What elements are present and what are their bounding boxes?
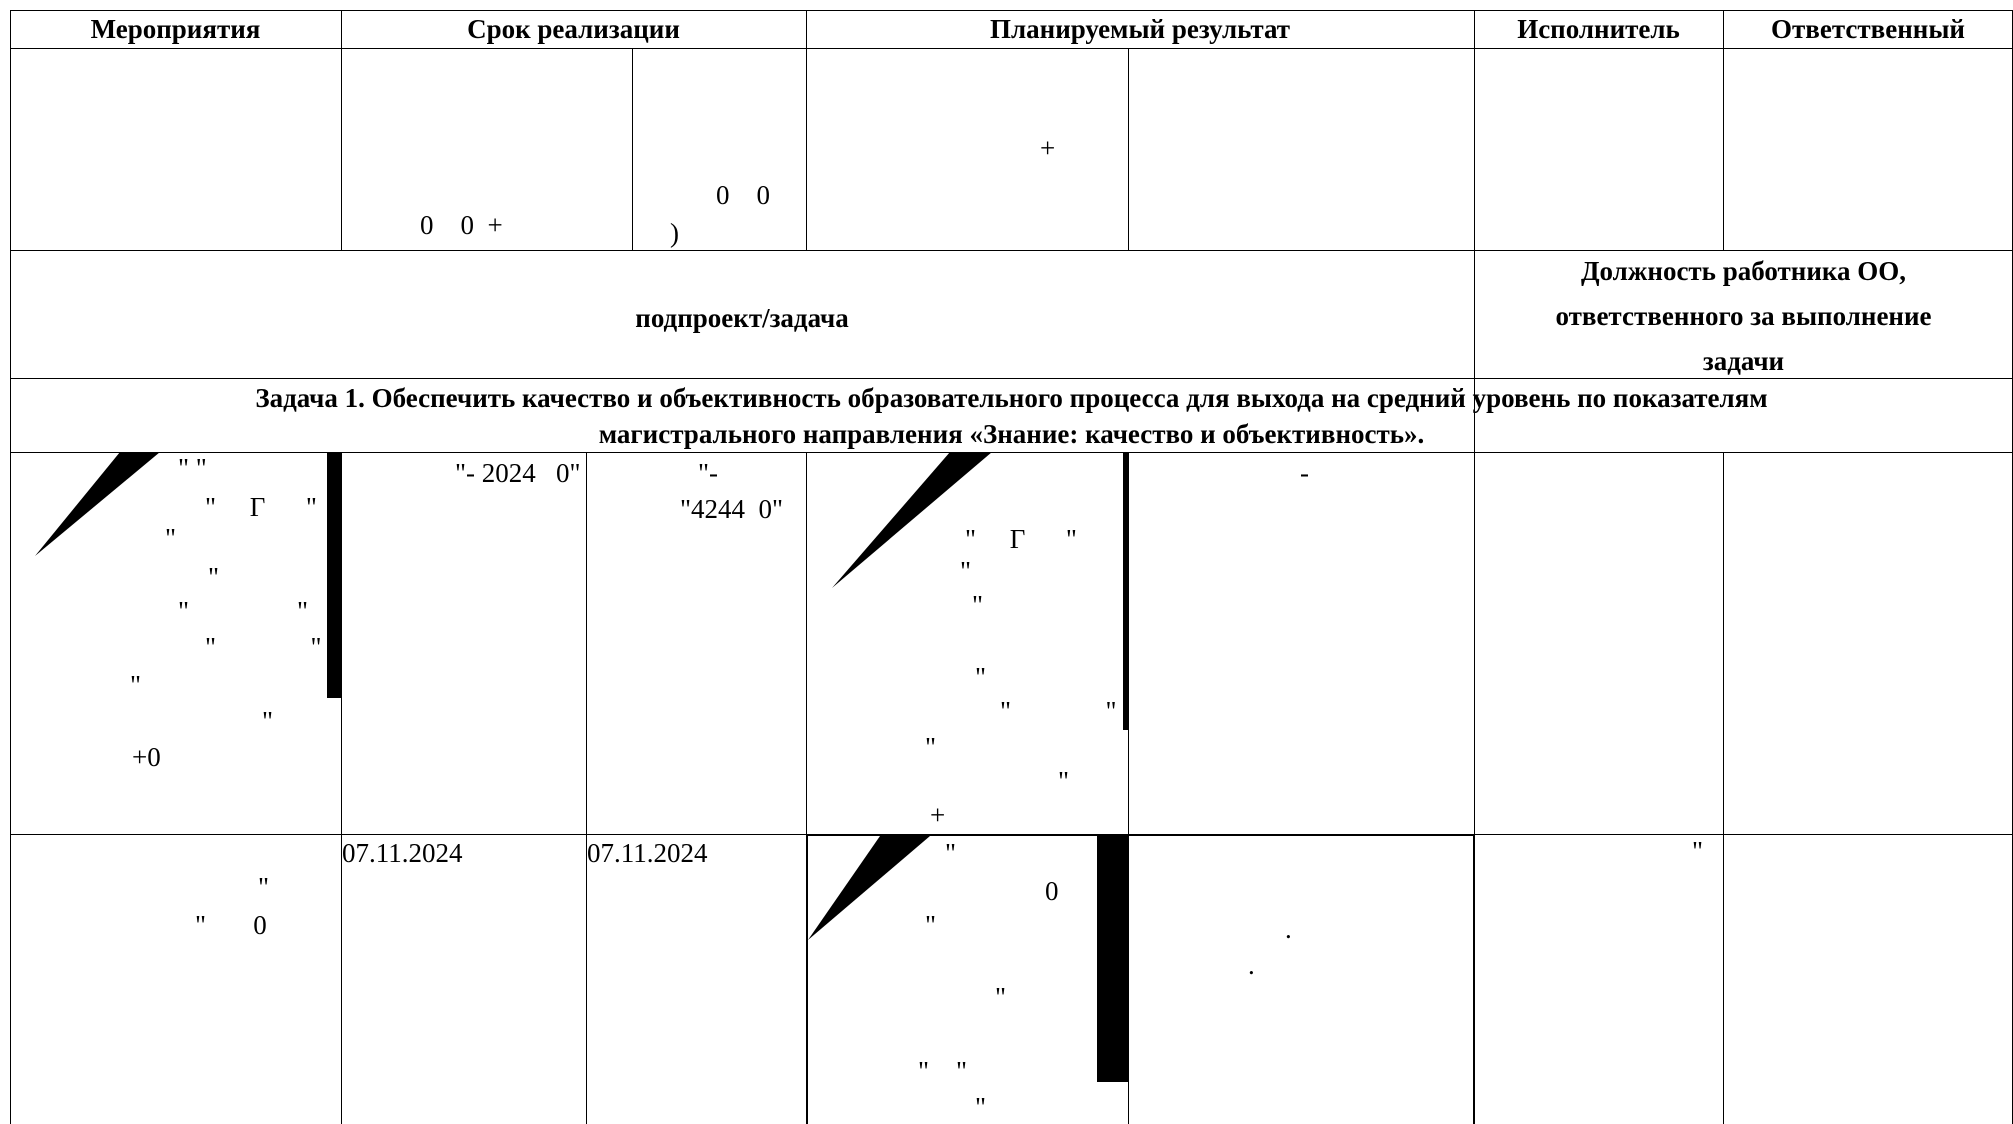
row2-res-right-thick	[1473, 834, 1475, 1124]
row1-act-line5: " "	[178, 596, 309, 626]
col-sep-result	[1474, 10, 1475, 452]
row1-res-line9: +	[930, 800, 946, 830]
row1-res-line6: " "	[1000, 696, 1117, 726]
row2-end-date: 07.11.2024	[587, 838, 708, 868]
position-label-line3: задачи	[1702, 346, 1785, 376]
row1-result2-dash: -	[1300, 458, 1309, 488]
row1-act-line2: " Г "	[205, 492, 317, 522]
position-label-line2: ответственного за выполнение	[1555, 301, 1932, 331]
row1-activity-bar	[327, 452, 341, 698]
row1-act-line4: "	[208, 562, 220, 592]
row1-end-date-line2: "4244 0"	[680, 494, 784, 524]
row1-res-line5: "	[975, 662, 987, 692]
row1-end-date-line1: "-	[698, 458, 719, 488]
header-planned-result: Планируемый результат	[989, 14, 1291, 44]
row1-res-line7: "	[925, 732, 937, 762]
row1-result-bar	[1123, 452, 1129, 730]
row2-act-line1: "	[258, 872, 270, 902]
end-date-fragment: 0 0	[716, 180, 770, 210]
header-activities: Мероприятия	[90, 14, 261, 44]
row2-res-line4: "	[995, 982, 1007, 1012]
row1-act-line8: "	[262, 706, 274, 736]
row2-res-line6: "	[975, 1092, 987, 1122]
table-left-border	[10, 10, 11, 1124]
row2-res-left-thick	[806, 834, 808, 1124]
row1-result-wedge	[832, 452, 992, 588]
col-sep-result-inner	[1128, 48, 1129, 251]
table-top-border	[10, 10, 2013, 11]
row1-res-line3: "	[960, 556, 972, 586]
position-label-line1: Должность работника ОО,	[1580, 256, 1907, 286]
result-fragment: +	[1040, 133, 1056, 163]
row2-res-top-thick	[806, 834, 1474, 836]
row2-executor-mark: "	[1692, 836, 1704, 866]
row-sep-start	[586, 452, 587, 1124]
row-sep-result2	[1474, 452, 1475, 1124]
row-sep-executor	[1723, 452, 1724, 1124]
task1-title-line2: магистрального направления «Знание: каче…	[598, 419, 1425, 449]
col-sep-deadline	[806, 10, 807, 251]
row2-res-line2: 0	[1045, 876, 1059, 906]
start-date-fragment: 0 0 +	[420, 210, 503, 240]
task-bottom-line	[10, 452, 2013, 453]
subheader-bottom-line	[10, 378, 2013, 379]
header-deadline: Срок реализации	[467, 14, 680, 44]
row1-act-line6: " "	[205, 632, 322, 662]
row2-start-date: 07.11.2024	[342, 838, 463, 868]
row1-res-line4: "	[972, 590, 984, 620]
row1-act-line3: "	[165, 523, 177, 553]
col-sep-deadline-inner	[632, 48, 633, 251]
col-sep-executor	[1723, 10, 1724, 251]
task1-title-line1: Задача 1. Обеспечить качество и объектив…	[255, 383, 1768, 413]
row1-activity-wedge	[35, 452, 160, 556]
row-sep-result	[1128, 452, 1129, 1124]
row2-res-line1: "	[945, 838, 957, 868]
row2-result-wedge	[808, 836, 930, 940]
header-executor: Исполнитель	[1517, 14, 1680, 44]
row2-result2-dot2: .	[1248, 950, 1255, 980]
row-top-bottom-line	[10, 250, 2013, 251]
end-date-paren: )	[670, 218, 679, 248]
row1-act-line1: " "	[178, 453, 207, 483]
row2-res-line3: "	[925, 910, 937, 940]
row1-start-date: "- 2024 0"	[455, 458, 581, 488]
row1-act-line9: +0	[132, 742, 161, 772]
row1-act-line7: "	[130, 670, 142, 700]
row2-act-line2: " 0	[195, 910, 267, 940]
row-sep-end	[806, 452, 807, 1124]
row1-res-line2: " Г "	[965, 524, 1077, 554]
row2-result-bar	[1097, 836, 1128, 1082]
row2-result2-dot1: .	[1285, 914, 1292, 944]
row1-res-line1: "	[930, 483, 942, 513]
header-bottom-line	[10, 48, 2013, 49]
row1-res-line8: "	[1058, 766, 1070, 796]
col-sep-activities	[341, 10, 342, 251]
subproject-task-label: подпроект/задача	[635, 303, 849, 333]
row-sep-activities	[341, 452, 342, 1124]
row2-res-line5: " "	[918, 1056, 968, 1086]
header-responsible: Ответственный	[1771, 14, 1965, 44]
